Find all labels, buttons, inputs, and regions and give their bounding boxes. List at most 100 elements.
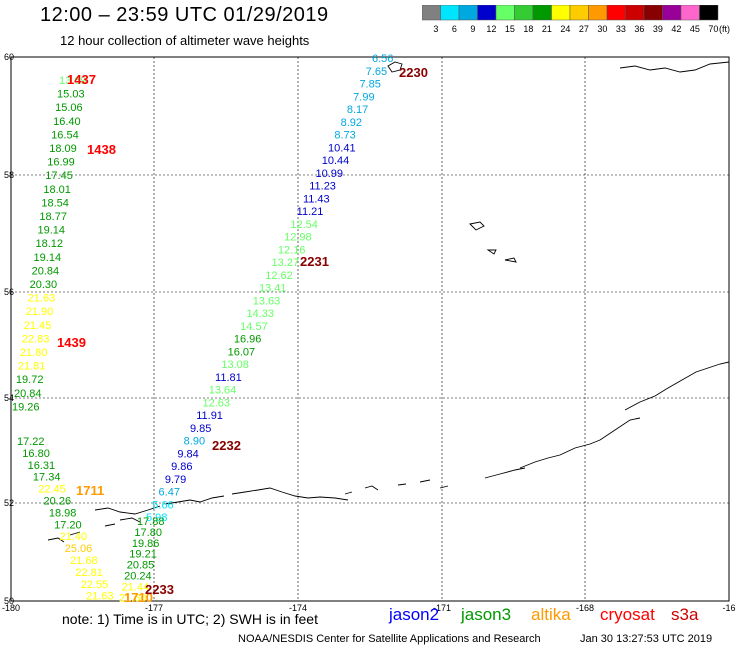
- legend-label: 21: [542, 24, 552, 34]
- wave-height-value: 19.21: [129, 549, 157, 561]
- pass-time-label: 1439: [57, 335, 86, 350]
- wave-height-value: 21.81: [18, 361, 46, 373]
- wave-height-value: 12.54: [290, 219, 318, 231]
- wave-height-value: 21.60: [119, 592, 147, 604]
- latitude-tick: 54: [4, 393, 14, 403]
- satellite-name: jason2: [389, 605, 440, 624]
- wave-height-value: 19.14: [37, 225, 65, 237]
- st-matthew-island: [387, 61, 403, 73]
- longitude-tick: -180: [2, 603, 20, 613]
- aleutian-chain-a: [397, 479, 449, 489]
- wave-height-value: 21.40: [59, 531, 87, 543]
- wave-height-value: 16.31: [28, 460, 56, 472]
- legend-label: 12: [486, 24, 496, 34]
- legend-label: 39: [653, 24, 663, 34]
- map-subtitle: 12 hour collection of altimeter wave hei…: [60, 33, 310, 48]
- satellite-name: jason3: [461, 605, 512, 624]
- wave-height-value: 7.85: [359, 79, 380, 91]
- footer-note: note: 1) Time is in UTC; 2) SWH is in fe…: [62, 611, 318, 627]
- wave-height-value: 21.63: [86, 591, 114, 603]
- tick-labels: -180 -177 -174 -171 -168 -16 60 58 56 54 52 50: [2, 52, 736, 613]
- wave-height-value: 11.91: [196, 410, 223, 422]
- latitude-tick: 50: [4, 596, 14, 606]
- legend-label: 3: [433, 24, 438, 34]
- wave-height-value: 20.30: [30, 279, 58, 291]
- wave-height-value: 21.63: [28, 293, 56, 305]
- graticule: [11, 57, 729, 601]
- footer-timestamp: Jan 30 13:27:53 UTC 2019: [580, 633, 713, 645]
- wave-height-value: 17.34: [33, 472, 61, 484]
- footer-credit: NOAA/NESDIS Center for Satellite Applica…: [238, 633, 541, 645]
- pass-time-label: 2232: [212, 438, 241, 453]
- wave-height-value: 20.26: [44, 496, 72, 508]
- wave-height-value: 18.54: [41, 197, 69, 209]
- wave-height-value: 25.06: [65, 543, 93, 555]
- satellite-name: cryosat: [600, 605, 655, 624]
- pass-time-label: 1711: [76, 483, 104, 498]
- legend-label: 70: [708, 24, 718, 34]
- longitude-tick: -168: [576, 603, 594, 613]
- wave-height-value: 8.73: [334, 130, 355, 142]
- wave-height-value: 7.99: [353, 91, 374, 103]
- wave-height-value: 20.85: [127, 560, 155, 572]
- wave-height-value: 9.84: [177, 448, 198, 460]
- wave-height-value: 5.98: [146, 512, 167, 524]
- legend-label: 33: [616, 24, 626, 34]
- pass-time-label: 1437: [67, 72, 96, 87]
- wave-height-value: 22.55: [81, 579, 109, 591]
- satellite-name: altika: [531, 605, 571, 624]
- wave-height-value: 17.88: [137, 516, 165, 528]
- wave-height-value: 5.66: [152, 499, 173, 511]
- wave-height-value: 8.92: [341, 117, 362, 129]
- map-border: [10, 56, 730, 602]
- legend-label: 18: [523, 24, 533, 34]
- wave-height-value: 13.64: [209, 385, 237, 397]
- wave-height-value: 9.79: [165, 474, 186, 486]
- latitude-tick: 58: [4, 170, 14, 180]
- wave-height-value: 11.81: [215, 372, 242, 384]
- longitude-tick: -174: [289, 603, 307, 613]
- pass-time-label: 1710: [124, 590, 153, 605]
- wave-height-value: 22.45: [38, 484, 66, 496]
- wave-height-value: 16.80: [22, 448, 50, 460]
- wave-height-value: 20.24: [124, 571, 152, 583]
- map-frame: [10, 56, 730, 602]
- wave-height-value: 15.03: [57, 89, 85, 101]
- wave-height-value: 21.80: [20, 347, 48, 359]
- wave-height-value: 13.41: [259, 283, 287, 295]
- wave-height-value: 18.01: [43, 184, 71, 196]
- wave-height-value: 16.07: [228, 346, 256, 358]
- aleutian-chain-f: [104, 517, 141, 527]
- legend-unit: (ft): [719, 24, 730, 34]
- wave-height-value: 12.62: [265, 270, 293, 282]
- pass-time-label: 2233: [145, 582, 174, 597]
- wave-height-value: 17.80: [134, 527, 162, 539]
- longitude-tick: -177: [145, 603, 163, 613]
- wave-height-value: 13.63: [253, 295, 281, 307]
- pass-time-label: 2230: [399, 65, 428, 80]
- wave-height-value: 10.99: [316, 168, 344, 180]
- wave-height-value: 18.12: [36, 238, 64, 250]
- wave-height-value: 22.81: [75, 567, 103, 579]
- alaska-peninsula-coast: [484, 361, 730, 479]
- wave-height-value: 16.54: [51, 129, 79, 141]
- latitude-tick: 52: [4, 498, 14, 508]
- pass-time-label: 2231: [300, 254, 329, 269]
- wave-height-value: 19.72: [16, 374, 44, 386]
- wave-height-value: 13.27: [272, 257, 300, 269]
- wave-height-value: 11.23: [309, 181, 336, 193]
- wave-height-value: 9.86: [171, 461, 192, 473]
- satellite-name: s3a: [671, 605, 699, 624]
- wave-height-value: 12.63: [203, 397, 231, 409]
- wave-height-value: 14.57: [240, 321, 268, 333]
- longitude-tick: -171: [433, 603, 451, 613]
- wave-height-value: 19.14: [34, 252, 62, 264]
- wave-height-value: 22.83: [22, 333, 50, 345]
- legend-label: 9: [470, 24, 475, 34]
- wave-height-value: 8.17: [347, 104, 368, 116]
- wave-height-value: 21.68: [70, 555, 98, 567]
- legend-label: 45: [690, 24, 700, 34]
- wave-height-value: 21.45: [24, 320, 52, 332]
- legend-label: 42: [671, 24, 681, 34]
